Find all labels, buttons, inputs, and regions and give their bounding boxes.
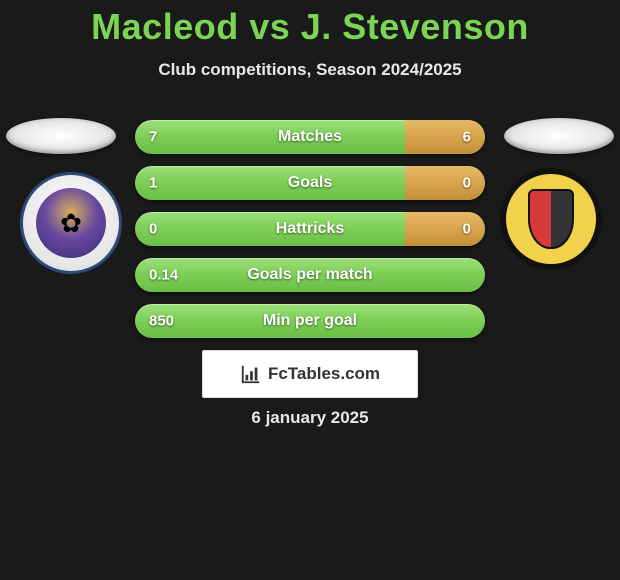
- bar-value-right: 0: [463, 221, 471, 238]
- bar-label: Goals: [135, 174, 485, 192]
- bar-row: 850Min per goal: [135, 304, 485, 338]
- bar-label: Min per goal: [135, 312, 485, 330]
- bar-row: 1Goals0: [135, 166, 485, 200]
- player-photo-left: [6, 118, 116, 154]
- bar-value-right: 0: [463, 175, 471, 192]
- bar-label: Goals per match: [135, 266, 485, 284]
- player-photo-right: [504, 118, 614, 154]
- club-badge-left: ✿: [20, 172, 122, 274]
- bar-row: 0Hattricks0: [135, 212, 485, 246]
- watermark-text: FcTables.com: [268, 364, 380, 384]
- subtitle: Club competitions, Season 2024/2025: [0, 60, 620, 80]
- date-line: 6 january 2025: [0, 408, 620, 428]
- comparison-bars: 7Matches61Goals00Hattricks00.14Goals per…: [135, 120, 485, 350]
- bar-row: 0.14Goals per match: [135, 258, 485, 292]
- bar-row: 7Matches6: [135, 120, 485, 154]
- bar-value-right: 6: [463, 129, 471, 146]
- thistle-icon: ✿: [36, 188, 106, 258]
- page-title: Macleod vs J. Stevenson: [0, 0, 620, 48]
- watermark: FcTables.com: [202, 350, 418, 398]
- bar-label: Matches: [135, 128, 485, 146]
- shield-icon: [528, 189, 574, 249]
- bar-label: Hattricks: [135, 220, 485, 238]
- club-badge-right: [500, 168, 602, 270]
- chart-icon: [240, 363, 262, 385]
